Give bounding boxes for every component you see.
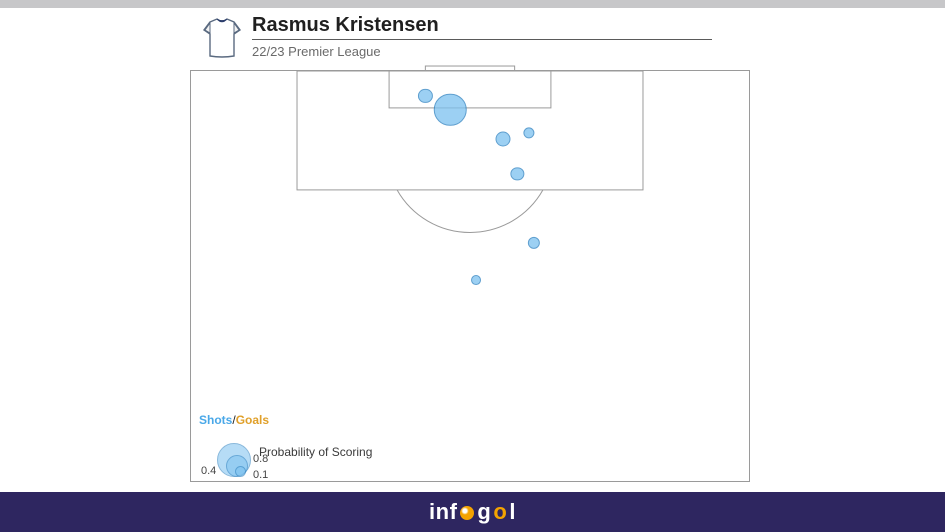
- shot-marker: [471, 275, 481, 285]
- legend-shots-label: Shots: [199, 413, 232, 427]
- legend-title: Shots/Goals: [199, 413, 269, 427]
- legend-value-label: 0.1: [253, 469, 268, 481]
- legend-circle: [235, 466, 246, 477]
- top-strip: [0, 0, 945, 8]
- pitch-area: Shots/Goals 0.40.80.1 Probability of Sco…: [190, 70, 750, 482]
- legend-circles: 0.40.80.1: [217, 443, 253, 479]
- figure-root: Rasmus Kristensen 22/23 Premier League S…: [0, 0, 945, 532]
- shot-map-card: Rasmus Kristensen 22/23 Premier League S…: [180, 10, 760, 492]
- jersey-icon: [200, 16, 244, 60]
- brand-text-suffix: g: [477, 499, 491, 525]
- shot-marker: [496, 131, 511, 146]
- footer-bar: inf g o l: [0, 492, 945, 532]
- player-name: Rasmus Kristensen: [252, 14, 439, 37]
- header-rule: [252, 39, 712, 40]
- brand-logo: inf g o l: [429, 499, 516, 525]
- legend-goals-label: Goals: [236, 413, 269, 427]
- brand-text-accent: o: [493, 499, 507, 525]
- legend-value-label: 0.4: [201, 465, 216, 477]
- brand-text-prefix: inf: [429, 499, 457, 525]
- legend: Shots/Goals 0.40.80.1 Probability of Sco…: [199, 413, 399, 473]
- brand-ball-icon: [460, 506, 474, 520]
- card-header: Rasmus Kristensen 22/23 Premier League: [200, 14, 720, 64]
- shot-marker: [434, 94, 467, 127]
- season-subtitle: 22/23 Premier League: [252, 44, 381, 59]
- brand-text-tail: l: [509, 499, 516, 525]
- legend-caption: Probability of Scoring: [259, 445, 372, 459]
